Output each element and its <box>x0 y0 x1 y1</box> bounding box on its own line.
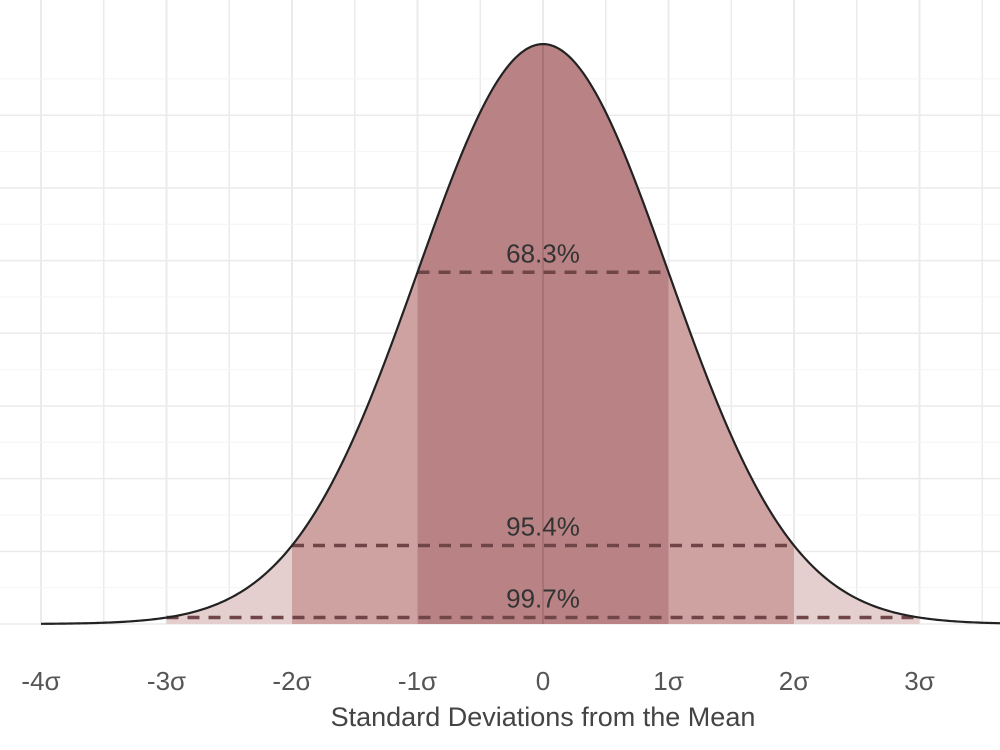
density-curve <box>40 42 1000 625</box>
band-label-99.7%: 99.7% <box>506 584 580 614</box>
x-tick-label: 1σ <box>653 666 684 696</box>
x-tick-label: 0 <box>536 666 550 696</box>
x-tick-label: -2σ <box>272 666 311 696</box>
band-label-68.3%: 68.3% <box>506 238 580 268</box>
x-axis-title: Standard Deviations from the Mean <box>331 702 756 732</box>
band-labels: 99.7% 95.4% 68.3% <box>506 238 580 613</box>
x-axis-ticks: -4σ -3σ -2σ -1σ 0 1σ 2σ 3σ <box>21 666 934 696</box>
band-label-95.4%: 95.4% <box>506 512 580 542</box>
x-tick-label: 3σ <box>904 666 935 696</box>
density-curve-line <box>40 42 1000 625</box>
x-tick-label: -3σ <box>147 666 186 696</box>
x-tick-label: 2σ <box>779 666 810 696</box>
x-tick-label: -4σ <box>21 666 60 696</box>
sigma-bands <box>166 44 920 624</box>
x-tick-label: -1σ <box>398 666 437 696</box>
